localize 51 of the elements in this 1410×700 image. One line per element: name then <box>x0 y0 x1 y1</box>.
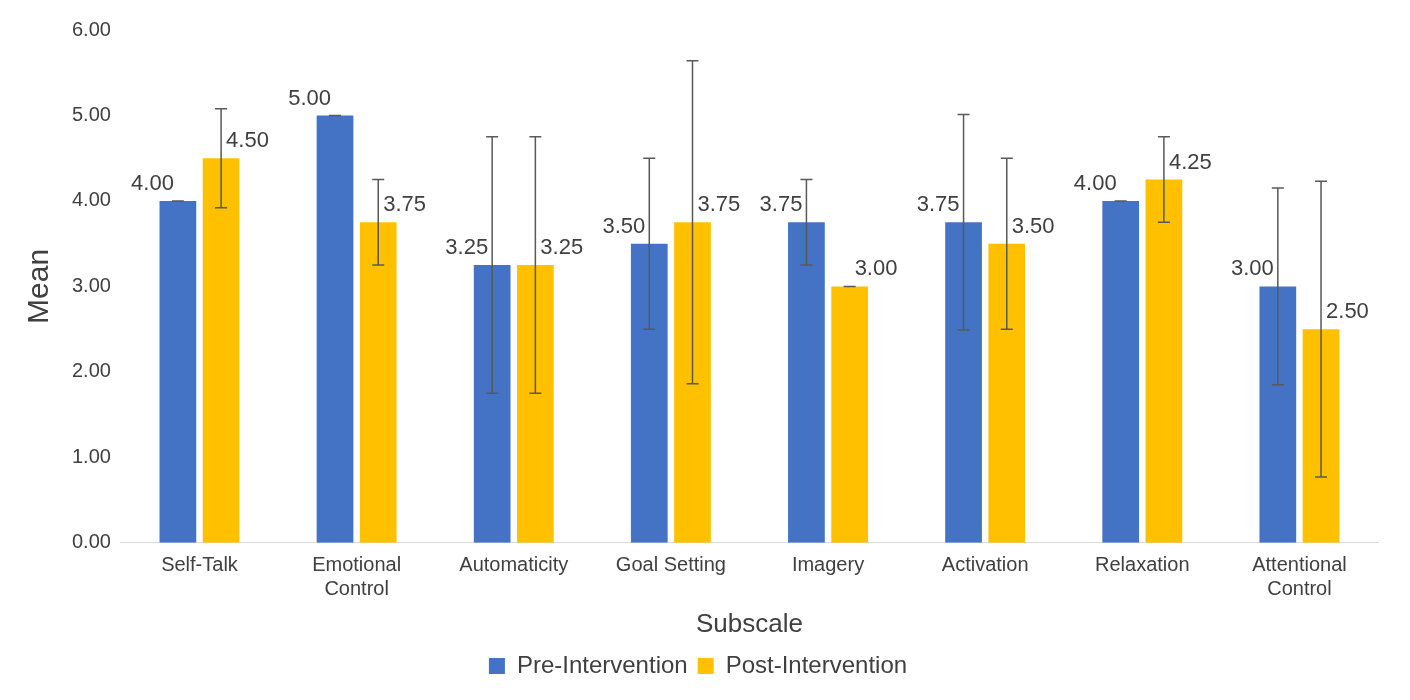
bar <box>1145 179 1183 543</box>
x-tick-label: Self-Talk <box>161 553 239 576</box>
bar <box>1102 200 1140 543</box>
y-tick-label: 4.00 <box>71 188 111 211</box>
x-tick-label: Activation <box>941 553 1029 576</box>
x-tick-label: Emotional Control <box>312 553 402 600</box>
data-label: 3.50 <box>602 212 646 238</box>
data-label: 3.25 <box>540 234 584 260</box>
bar <box>788 222 825 543</box>
bar <box>1259 286 1297 543</box>
bar <box>473 265 511 543</box>
data-label: 3.25 <box>445 234 489 260</box>
bar <box>202 158 240 543</box>
y-tick-label: 5.00 <box>71 102 111 125</box>
legend-label: Pre-Intervention <box>516 650 688 678</box>
data-label: 3.75 <box>916 191 960 217</box>
bar <box>945 222 982 543</box>
data-label: 2.50 <box>1326 298 1369 324</box>
x-tick-label: Automaticity <box>459 553 569 576</box>
x-tick-label: Relaxation <box>1095 553 1190 576</box>
bar <box>359 222 397 543</box>
data-label: 4.50 <box>226 127 269 153</box>
data-label: 3.00 <box>854 255 898 281</box>
data-label: 5.00 <box>288 84 332 110</box>
data-label: 3.75 <box>759 191 803 217</box>
bar <box>674 222 711 543</box>
x-axis-title: Subscale <box>695 607 803 638</box>
y-tick-label: 0.00 <box>71 530 111 553</box>
data-label: 3.75 <box>383 191 427 217</box>
y-tick-label: 3.00 <box>71 273 111 296</box>
x-tick-label: Goal Setting <box>615 553 726 576</box>
bar <box>517 265 554 543</box>
bar <box>159 200 197 543</box>
bar <box>630 243 668 543</box>
data-label: 3.50 <box>1011 212 1055 238</box>
bar <box>831 286 868 543</box>
y-axis-title: Mean <box>21 248 55 324</box>
data-label: 3.75 <box>697 191 741 217</box>
bar <box>1302 329 1340 543</box>
y-tick-label: 6.00 <box>71 17 111 40</box>
x-tick-label: Imagery <box>791 553 865 576</box>
y-tick-label: 1.00 <box>71 444 111 467</box>
data-label: 4.25 <box>1168 148 1212 174</box>
x-tick-label: Attentional Control <box>1252 553 1347 600</box>
legend-label: Post-Intervention <box>725 650 908 678</box>
data-label: 3.00 <box>1231 255 1274 281</box>
data-label: 4.00 <box>1073 170 1117 195</box>
bar <box>316 115 354 543</box>
data-label: 4.00 <box>131 170 174 195</box>
bar <box>988 243 1026 543</box>
y-tick-label: 2.00 <box>71 359 111 382</box>
